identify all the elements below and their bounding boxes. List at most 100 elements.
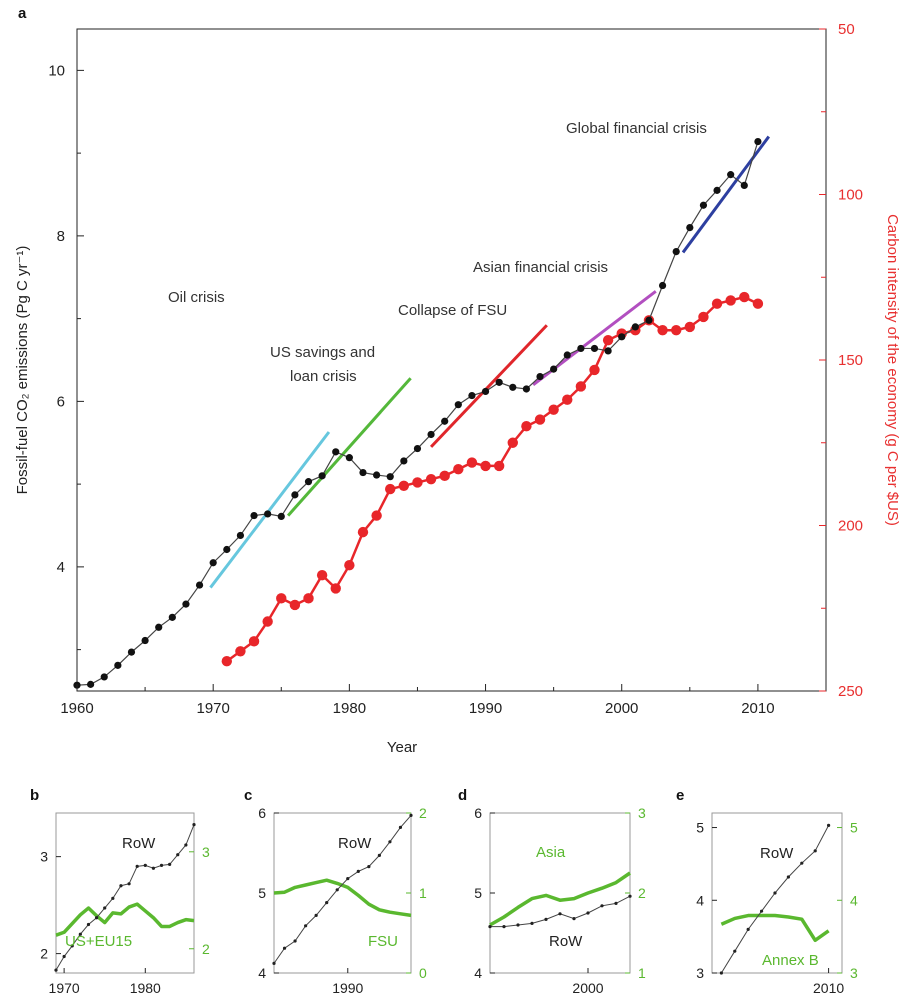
panel-e-row-point bbox=[800, 861, 804, 865]
emissions-point bbox=[264, 510, 272, 518]
global-crisis-trend-line bbox=[681, 135, 771, 254]
panel-c-row-point bbox=[388, 840, 392, 844]
panel-label-e: e bbox=[676, 787, 684, 804]
panel-e-row-point bbox=[773, 891, 777, 895]
emissions-point bbox=[645, 316, 653, 324]
emissions-point bbox=[686, 224, 694, 232]
panel-b-row-point bbox=[70, 944, 74, 948]
emissions-point bbox=[577, 344, 585, 353]
panel-d-row-point bbox=[516, 923, 520, 927]
panel-b-row-point bbox=[135, 864, 139, 868]
y-right-tick-label-50: 50 bbox=[838, 21, 855, 38]
panel-e-y-tick-label: 5 bbox=[696, 820, 704, 836]
panel-c-row-point bbox=[377, 853, 381, 858]
panel-c-row-point bbox=[314, 913, 318, 918]
emissions-point bbox=[550, 365, 558, 373]
emissions-point bbox=[563, 351, 571, 359]
emissions-point bbox=[373, 471, 381, 479]
panel-e-row-point bbox=[786, 875, 790, 879]
panel-d-row-point bbox=[502, 925, 506, 929]
panel-e-row-point bbox=[733, 949, 737, 953]
carbon-intensity-point bbox=[671, 325, 682, 336]
emissions-point bbox=[713, 186, 721, 194]
carbon-intensity-point bbox=[507, 437, 518, 448]
carbon-intensity-point bbox=[385, 483, 396, 495]
panel-e-y-tick-label: 4 bbox=[696, 892, 704, 908]
y-axis-title-right: Carbon intensity of the economy (g C per… bbox=[884, 214, 901, 526]
emissions-point bbox=[522, 385, 531, 393]
panel-e-chart: 2010 3 4 5 3 4 5 RoW Annex B bbox=[696, 812, 858, 996]
y-right-tick-label-250: 250 bbox=[838, 683, 863, 700]
emissions-point bbox=[182, 600, 190, 608]
panel-label-a: a bbox=[18, 5, 27, 22]
panel-d-y-right-tick-label: 3 bbox=[638, 805, 646, 821]
emissions-point bbox=[754, 137, 762, 146]
emissions-point bbox=[100, 673, 108, 681]
us-savings-trend-line bbox=[286, 377, 412, 517]
emissions-point bbox=[481, 387, 490, 396]
panel-c-y-right-tick-label: 1 bbox=[419, 885, 427, 901]
carbon-intensity-point bbox=[698, 311, 709, 323]
carbon-intensity-point bbox=[548, 404, 559, 415]
emissions-point bbox=[127, 648, 136, 656]
panel-c-row-point bbox=[367, 865, 371, 869]
carbon-intensity-point bbox=[480, 460, 491, 472]
emissions-point bbox=[672, 247, 680, 256]
panel-d-row-point bbox=[558, 912, 562, 916]
panel-d-y-right-tick-label: 1 bbox=[638, 965, 646, 981]
emissions-point bbox=[386, 473, 394, 481]
panel-e-y-right-tick-label: 3 bbox=[850, 965, 858, 981]
emissions-point bbox=[209, 559, 217, 567]
panel-b-y-tick-label: 2 bbox=[40, 946, 48, 962]
panel-b-row-point bbox=[151, 866, 156, 870]
carbon-intensity-point bbox=[739, 291, 750, 303]
emissions-point bbox=[699, 201, 708, 209]
panel-b-row-point bbox=[78, 932, 82, 936]
panel-b-row-point bbox=[143, 863, 147, 867]
carbon-intensity-line bbox=[226, 295, 759, 663]
carbon-intensity-point bbox=[725, 295, 736, 306]
panel-c-row-point bbox=[325, 901, 329, 905]
panel-b-x-tick-label: 1980 bbox=[130, 980, 161, 996]
x-tick-label-2010: 2010 bbox=[741, 700, 774, 717]
panel-d-x-tick-label: 2000 bbox=[572, 980, 603, 996]
panel-c-row-point bbox=[409, 813, 413, 818]
panel-e-x-tick-label: 2010 bbox=[813, 980, 844, 996]
panel-b-frame bbox=[55, 812, 195, 974]
panel-b-row-point bbox=[176, 853, 180, 857]
annotation-collapse-fsu: Collapse of FSU bbox=[398, 302, 507, 319]
panel-d-row-point bbox=[600, 904, 604, 908]
carbon-intensity-point bbox=[316, 569, 328, 581]
panel-b-x-tick-label: 1970 bbox=[49, 980, 80, 996]
emissions-point bbox=[727, 171, 735, 179]
carbon-intensity-point bbox=[521, 421, 532, 432]
panel-label-c: c bbox=[244, 787, 252, 804]
emissions-point bbox=[359, 468, 367, 477]
panel-b-row-point bbox=[184, 843, 188, 847]
carbon-intensity-point bbox=[344, 560, 355, 571]
y-tick-label-10: 10 bbox=[48, 62, 65, 79]
emissions-point bbox=[236, 531, 245, 540]
panel-d-row-point bbox=[614, 901, 618, 906]
panel-e-series-label-row: RoW bbox=[760, 845, 794, 862]
carbon-intensity-point bbox=[289, 599, 301, 611]
panel-b-green-series-line bbox=[55, 902, 195, 937]
carbon-intensity-point bbox=[453, 464, 464, 475]
panel-b-y-right-tick-label: 3 bbox=[202, 844, 210, 860]
carbon-intensity-point bbox=[330, 583, 341, 594]
panel-d-y-right-tick-label: 2 bbox=[638, 885, 646, 901]
emissions-point bbox=[495, 378, 503, 386]
emissions-point bbox=[604, 347, 612, 355]
panel-d-green-series-line bbox=[489, 871, 631, 927]
emissions-point bbox=[223, 545, 231, 554]
panel-b-row-point bbox=[192, 823, 196, 827]
oil-crisis-trend-line bbox=[209, 431, 331, 589]
panel-c-row-point bbox=[335, 888, 339, 892]
panel-a-chart: 1960 1970 1980 1990 2000 2010 4 6 8 10 50 100 150 200… bbox=[14, 21, 901, 756]
x-tick-label-1980: 1980 bbox=[333, 700, 366, 717]
carbon-intensity-point bbox=[235, 646, 246, 657]
panel-e-row-point bbox=[826, 823, 831, 827]
annotation-us-savings-1: US savings and bbox=[270, 344, 375, 361]
panel-e-row-point bbox=[759, 909, 764, 913]
